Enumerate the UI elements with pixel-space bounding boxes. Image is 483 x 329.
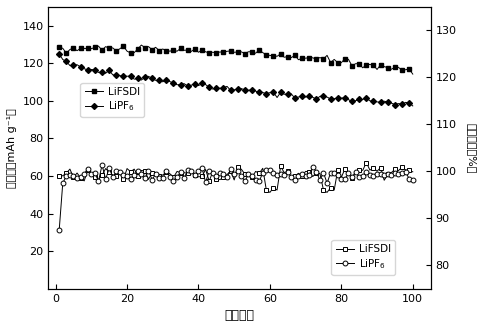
Legend: LiFSDI, LiPF$_6$: LiFSDI, LiPF$_6$ bbox=[331, 240, 395, 275]
LiFSDI bbox=[242, 52, 248, 56]
LiFSDI bbox=[396, 65, 401, 69]
LiFSDI bbox=[139, 168, 144, 172]
LiFSDI bbox=[124, 49, 130, 53]
LiPF$_6$ bbox=[57, 228, 62, 232]
LiPF$_6$ bbox=[381, 99, 387, 103]
Line: LiPF$_6$: LiPF$_6$ bbox=[57, 163, 415, 232]
LiPF$_6$ bbox=[385, 172, 391, 176]
LiPF$_6$ bbox=[239, 87, 244, 90]
Y-axis label: 库伦效率（%）: 库伦效率（%） bbox=[466, 123, 476, 173]
LiFSDI bbox=[363, 161, 369, 164]
LiPF$_6$ bbox=[242, 179, 248, 183]
LiPF$_6$ bbox=[139, 78, 144, 82]
LiFSDI bbox=[57, 174, 62, 178]
LiFSDI bbox=[124, 166, 130, 170]
LiFSDI bbox=[399, 165, 405, 169]
LiFSDI bbox=[410, 72, 416, 76]
LiPF$_6$ bbox=[396, 172, 401, 176]
LiPF$_6$ bbox=[99, 163, 105, 167]
LiFSDI bbox=[142, 45, 148, 49]
Line: LiFSDI: LiFSDI bbox=[57, 161, 415, 194]
LiPF$_6$ bbox=[142, 176, 148, 180]
LiFSDI bbox=[385, 66, 391, 70]
LiFSDI bbox=[267, 190, 273, 194]
LiPF$_6$ bbox=[270, 171, 276, 175]
LiFSDI bbox=[57, 45, 62, 49]
LiPF$_6$ bbox=[124, 74, 130, 78]
LiFSDI bbox=[388, 171, 394, 175]
X-axis label: 循环次数: 循环次数 bbox=[225, 309, 255, 322]
LiPF$_6$ bbox=[267, 90, 273, 94]
LiFSDI bbox=[270, 186, 276, 190]
LiFSDI bbox=[410, 170, 416, 174]
LiFSDI bbox=[270, 54, 276, 58]
LiFSDI bbox=[239, 167, 244, 171]
LiPF$_6$ bbox=[410, 178, 416, 182]
LiPF$_6$ bbox=[392, 103, 398, 107]
Y-axis label: 比容量（mAh g⁻¹）: 比容量（mAh g⁻¹） bbox=[7, 108, 17, 188]
LiPF$_6$ bbox=[128, 177, 133, 181]
LiFSDI bbox=[139, 43, 144, 47]
LiPF$_6$ bbox=[410, 104, 416, 108]
LiPF$_6$ bbox=[57, 52, 62, 56]
Line: LiPF$_6$: LiPF$_6$ bbox=[57, 52, 415, 108]
Line: LiFSDI: LiFSDI bbox=[57, 43, 415, 76]
